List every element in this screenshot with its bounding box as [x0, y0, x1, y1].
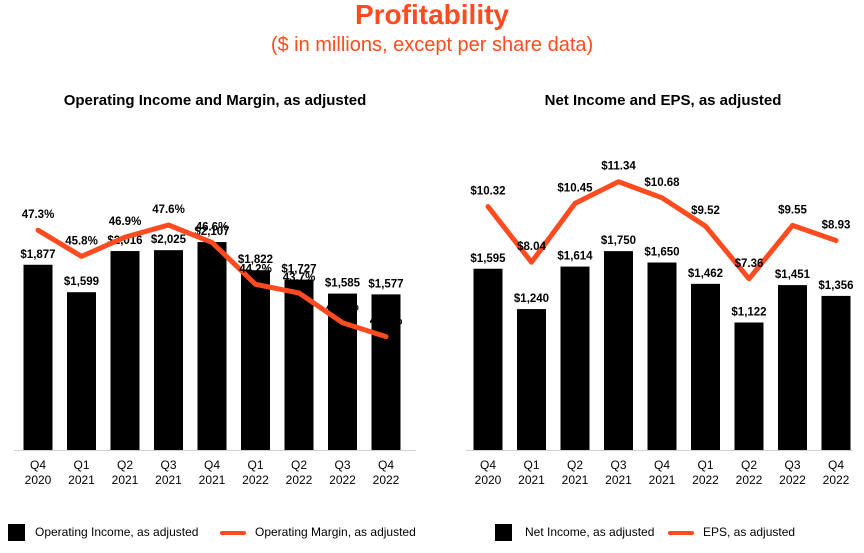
page-subtitle: ($ in millions, except per share data)	[270, 34, 594, 56]
bar-value-label: $1,122	[731, 307, 766, 319]
x-tick-label: Q2 2021	[562, 458, 589, 487]
bar-operating-income	[23, 264, 53, 450]
margin-value-label: 42.0%	[326, 302, 359, 314]
operating-income-legend: Operating Income, as adjusted Operating …	[8, 522, 428, 542]
margin-value-label: 43.7%	[283, 272, 316, 284]
net-income-chart: $1,595 $1,240 $1,614 $1,750 $1,650 $1,462 $1,1…	[466, 161, 854, 487]
bar-value-label: $1,240	[514, 293, 549, 305]
margin-value-label: 44.2%	[239, 263, 272, 275]
margin-value-label: 47.6%	[152, 204, 185, 216]
bar-operating-income	[284, 279, 314, 450]
bar-operating-income	[241, 270, 270, 450]
bar-value-label: $2,016	[107, 235, 142, 247]
eps-value-label: $11.34	[601, 161, 636, 173]
x-tick-label: Q2 2022	[736, 458, 763, 487]
bar-value-label: $1,451	[775, 269, 811, 281]
bar-operating-income	[371, 294, 401, 450]
bar-operating-income	[110, 251, 140, 450]
x-tick-label: Q2 2022	[286, 458, 313, 487]
legend-operating-income-label: Operating Income, as adjusted	[35, 525, 199, 539]
bar-value-label: $1,599	[64, 276, 99, 288]
margin-value-label: 46.9%	[109, 216, 142, 228]
bar-net-income	[604, 251, 633, 450]
x-tick-label: Q4 2021	[199, 458, 226, 487]
x-tick-label: Q4 2022	[373, 458, 400, 487]
bar-operating-income	[328, 293, 357, 450]
net-income-chart-title: Net Income and EPS, as adjusted	[544, 92, 782, 109]
eps-value-label: $9.55	[778, 204, 807, 216]
legend-net-income-label: Net Income, as adjusted	[525, 525, 655, 539]
eps-value-label: $10.45	[557, 182, 593, 194]
margin-value-label: 45.8%	[65, 235, 98, 247]
margin-value-label: 46.6%	[196, 221, 229, 233]
bar-net-income	[734, 322, 764, 450]
eps-line	[485, 179, 839, 282]
bar-value-label: $1,650	[644, 247, 679, 259]
bar-value-label: $1,595	[470, 253, 506, 265]
x-tick-label: Q4 2020	[25, 458, 52, 487]
page-title: Profitability	[354, 0, 509, 30]
bar-value-label: $1,727	[281, 264, 316, 276]
bar-value-label: $1,877	[20, 249, 55, 261]
bar-operating-income	[197, 242, 227, 450]
x-tick-label: Q1 2022	[242, 458, 269, 487]
bar-net-income	[517, 309, 546, 450]
legend-eps-label: EPS, as adjusted	[703, 525, 796, 539]
bar-net-income	[473, 268, 503, 450]
legend-line-swatch	[220, 531, 246, 535]
bar-operating-income	[67, 292, 96, 450]
legend-line-swatch	[668, 531, 694, 535]
bar-net-income	[560, 266, 590, 450]
operating-income-chart: $1,877 $1,599 $2,016 $2,025 $2,107 $1,822 $1,7…	[14, 204, 416, 487]
bar-operating-income	[154, 250, 183, 450]
bar-value-label: $1,585	[325, 278, 361, 290]
x-tick-label: Q4 2022	[823, 458, 850, 487]
bar-value-label: $1,462	[688, 268, 723, 280]
x-tick-label: Q3 2022	[779, 458, 806, 487]
x-tick-label: Q3 2022	[329, 458, 356, 487]
legend-bar-swatch	[495, 524, 512, 541]
margin-value-label: 47.3%	[22, 209, 55, 221]
x-tick-label: Q4 2020	[475, 458, 502, 487]
bar-value-label: $1,822	[238, 254, 273, 266]
bar-value-label: $1,614	[557, 251, 593, 263]
bar-value-label: $1,577	[368, 278, 403, 290]
x-tick-label: Q3 2021	[605, 458, 632, 487]
bar-value-label: $2,107	[194, 226, 229, 238]
x-tick-label: Q3 2021	[155, 458, 182, 487]
legend-bar-swatch	[8, 524, 25, 541]
x-tick-label: Q1 2021	[68, 458, 95, 487]
eps-value-label: $7.36	[735, 258, 764, 270]
x-tick-label: Q4 2021	[649, 458, 676, 487]
margin-value-label: 41.2%	[370, 316, 403, 328]
eps-value-label: $8.04	[517, 241, 546, 253]
eps-value-label: $9.52	[691, 205, 720, 217]
legend-operating-margin-label: Operating Margin, as adjusted	[255, 525, 416, 539]
x-tick-label: Q1 2022	[692, 458, 719, 487]
operating-income-chart-title: Operating Income and Margin, as adjusted	[63, 92, 367, 109]
bar-net-income	[821, 295, 851, 450]
bar-value-label: $2,025	[151, 234, 187, 246]
operating-margin-line	[35, 222, 389, 340]
bar-net-income	[778, 285, 807, 450]
x-tick-label: Q1 2021	[518, 458, 545, 487]
bar-net-income	[647, 262, 677, 450]
bar-value-label: $1,750	[601, 235, 636, 247]
bar-value-label: $1,356	[818, 280, 853, 292]
eps-value-label: $8.93	[822, 219, 851, 231]
net-income-legend: Net Income, as adjusted EPS, as adjusted	[495, 522, 855, 542]
bar-net-income	[691, 283, 720, 450]
eps-value-label: $10.32	[470, 186, 505, 198]
eps-value-label: $10.68	[644, 177, 680, 189]
x-tick-label: Q2 2021	[112, 458, 139, 487]
